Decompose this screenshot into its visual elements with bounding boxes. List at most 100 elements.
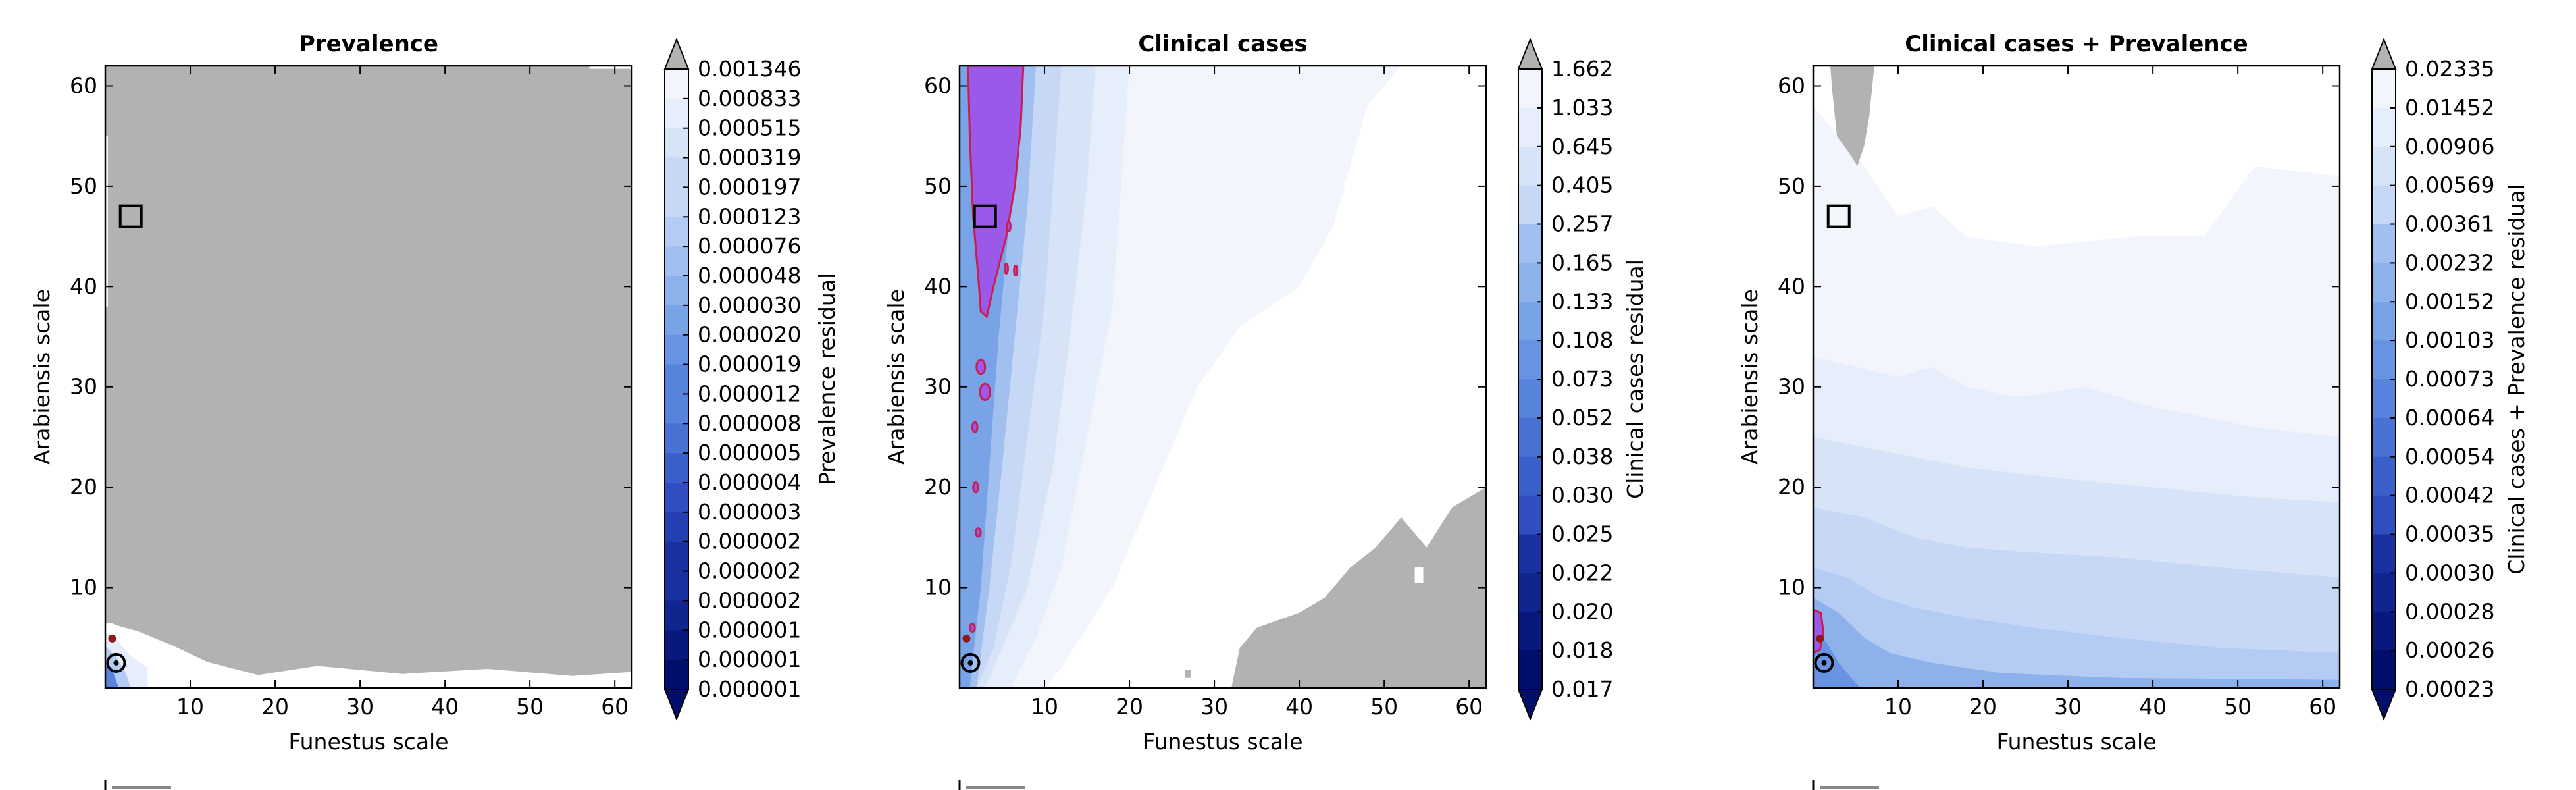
residual-region-high xyxy=(1813,597,2340,688)
y-tick-label: 40 xyxy=(70,273,97,299)
colorbar-tick-label: 0.00361 xyxy=(2405,211,2494,237)
colorbar-tick-label: 0.000012 xyxy=(698,381,801,406)
colorbar-tick-label: 0.022 xyxy=(1551,560,1613,585)
residual-region-low xyxy=(1813,66,2340,688)
colorbar-band xyxy=(665,423,688,454)
minimum-region xyxy=(1013,264,1019,277)
colorbar-band xyxy=(665,483,688,513)
minimum-region xyxy=(972,481,979,494)
y-tick-label: 60 xyxy=(924,72,952,98)
y-tick-label: 20 xyxy=(1778,474,1805,500)
colorbar-band xyxy=(665,600,688,631)
colorbar-tick-label: 0.00030 xyxy=(2405,560,2494,585)
colorbar-tick-label: 0.000001 xyxy=(698,617,801,643)
colorbar-tick-label: 0.02335 xyxy=(2405,56,2494,82)
colorbar-band xyxy=(2372,302,2396,341)
colorbar-band xyxy=(2372,456,2396,496)
y-tick-label: 50 xyxy=(70,173,97,199)
residual-region-high xyxy=(105,664,119,688)
marker-circle xyxy=(1821,660,1827,666)
colorbar-band xyxy=(1518,456,1542,496)
x-tick-label: 60 xyxy=(2309,694,2336,720)
minimum-region xyxy=(967,66,1025,319)
colorbar-tick-label: 0.108 xyxy=(1551,327,1613,353)
residual-region-low xyxy=(105,136,108,307)
y-tick-label: 10 xyxy=(70,575,97,600)
colorbar-band xyxy=(2372,224,2396,263)
colorbar-tick-label: 0.00064 xyxy=(2405,405,2494,431)
colorbar: 0.02335 0.01452 0.00906 0.00569 0.00361 0.002… xyxy=(2371,38,2529,721)
y-tick-label: 40 xyxy=(1778,273,1805,299)
colorbar-band xyxy=(1518,146,1542,186)
colorbar-band xyxy=(665,98,688,129)
marker-circle xyxy=(967,660,973,666)
panel-1: 10 20 30 40 50 60 10 20 30 40 50 60 Clinical cases Fu… xyxy=(883,31,1648,790)
residual-region-above-max xyxy=(105,66,632,676)
y-tick-label: 60 xyxy=(70,72,97,98)
colorbar-tick-label: 0.000019 xyxy=(698,352,801,377)
colorbar-band xyxy=(1518,650,1542,690)
colorbar-band xyxy=(1518,612,1542,651)
colorbar-band xyxy=(1518,302,1542,341)
colorbar-band xyxy=(1518,69,1542,109)
y-tick-label: 40 xyxy=(924,273,952,299)
x-tick-label: 60 xyxy=(601,694,629,720)
plot-frame xyxy=(958,65,1487,689)
colorbar-tick-label: 0.00042 xyxy=(2405,483,2494,508)
x-axis-label: Funestus scale xyxy=(288,729,448,754)
y-tick-label: 10 xyxy=(1778,575,1805,600)
residual-region-above-max xyxy=(1231,487,1486,688)
marker-circle xyxy=(1816,634,1824,643)
colorbar-tick-label: 0.000020 xyxy=(698,322,801,348)
colorbar-tick-label: 0.405 xyxy=(1551,172,1613,198)
colorbar-extend-min xyxy=(2371,689,2397,721)
colorbar-tick-label: 0.000319 xyxy=(698,145,801,171)
x-tick-label: 40 xyxy=(1285,694,1313,720)
colorbar-extend-max xyxy=(663,38,690,70)
y-tick-label: 30 xyxy=(70,374,97,400)
panel-0: 10 20 30 40 50 60 10 20 30 40 50 60 Prevalence Funest… xyxy=(29,31,840,790)
colorbar-tick-label: 0.00054 xyxy=(2405,444,2494,469)
colorbar-tick-label: 0.257 xyxy=(1551,211,1613,237)
colorbar-band xyxy=(665,217,688,247)
y-tick-label: 20 xyxy=(70,474,97,500)
colorbar-label: Clinical cases residual xyxy=(1622,259,1648,499)
x-tick-label: 30 xyxy=(2054,694,2082,720)
minimum-region xyxy=(975,359,987,375)
colorbar-band xyxy=(2372,573,2396,612)
colorbar-tick-label: 0.165 xyxy=(1551,250,1613,275)
colorbar-band xyxy=(665,334,688,365)
minimum-region xyxy=(971,421,979,433)
marker-circle xyxy=(960,652,981,673)
marker-square xyxy=(118,204,143,228)
y-tick-label: 50 xyxy=(924,173,952,199)
x-tick-label: 10 xyxy=(1031,694,1058,720)
colorbar-extend-max xyxy=(1517,38,1543,70)
colorbar-frame xyxy=(664,68,689,690)
residual-region-high xyxy=(1813,627,1860,688)
colorbar-band xyxy=(1518,495,1542,535)
x-tick-label: 30 xyxy=(1200,694,1228,720)
colorbar-tick-label: 0.025 xyxy=(1551,521,1613,547)
residual-region-low xyxy=(589,66,632,69)
colorbar-band xyxy=(2372,263,2396,302)
colorbar-band xyxy=(2372,650,2396,690)
colorbar-tick-label: 0.00152 xyxy=(2405,288,2494,314)
x-tick-label: 50 xyxy=(516,694,544,720)
colorbar-extend-min xyxy=(1517,689,1543,721)
colorbar-tick-label: 0.00569 xyxy=(2405,172,2494,198)
colorbar-tick-label: 1.033 xyxy=(1551,95,1613,120)
colorbar: 0.001346 0.000833 0.000515 0.000319 0.000197… xyxy=(663,38,840,721)
colorbar: 1.662 1.033 0.645 0.405 0.257 0.165 0.133 0.108… xyxy=(1517,38,1648,721)
colorbar-tick-label: 0.038 xyxy=(1551,444,1613,469)
colorbar-band xyxy=(1518,185,1542,225)
colorbar-band xyxy=(665,69,688,99)
colorbar-tick-label: 0.000030 xyxy=(698,292,801,318)
colorbar-tick-label: 0.000197 xyxy=(698,174,801,199)
chart-title: Prevalence xyxy=(299,31,438,57)
colorbar-tick-label: 0.000004 xyxy=(698,469,801,495)
plot-frame xyxy=(1812,65,2341,689)
colorbar-tick-label: 0.00232 xyxy=(2405,250,2494,275)
colorbar-tick-label: 0.000833 xyxy=(698,86,801,111)
